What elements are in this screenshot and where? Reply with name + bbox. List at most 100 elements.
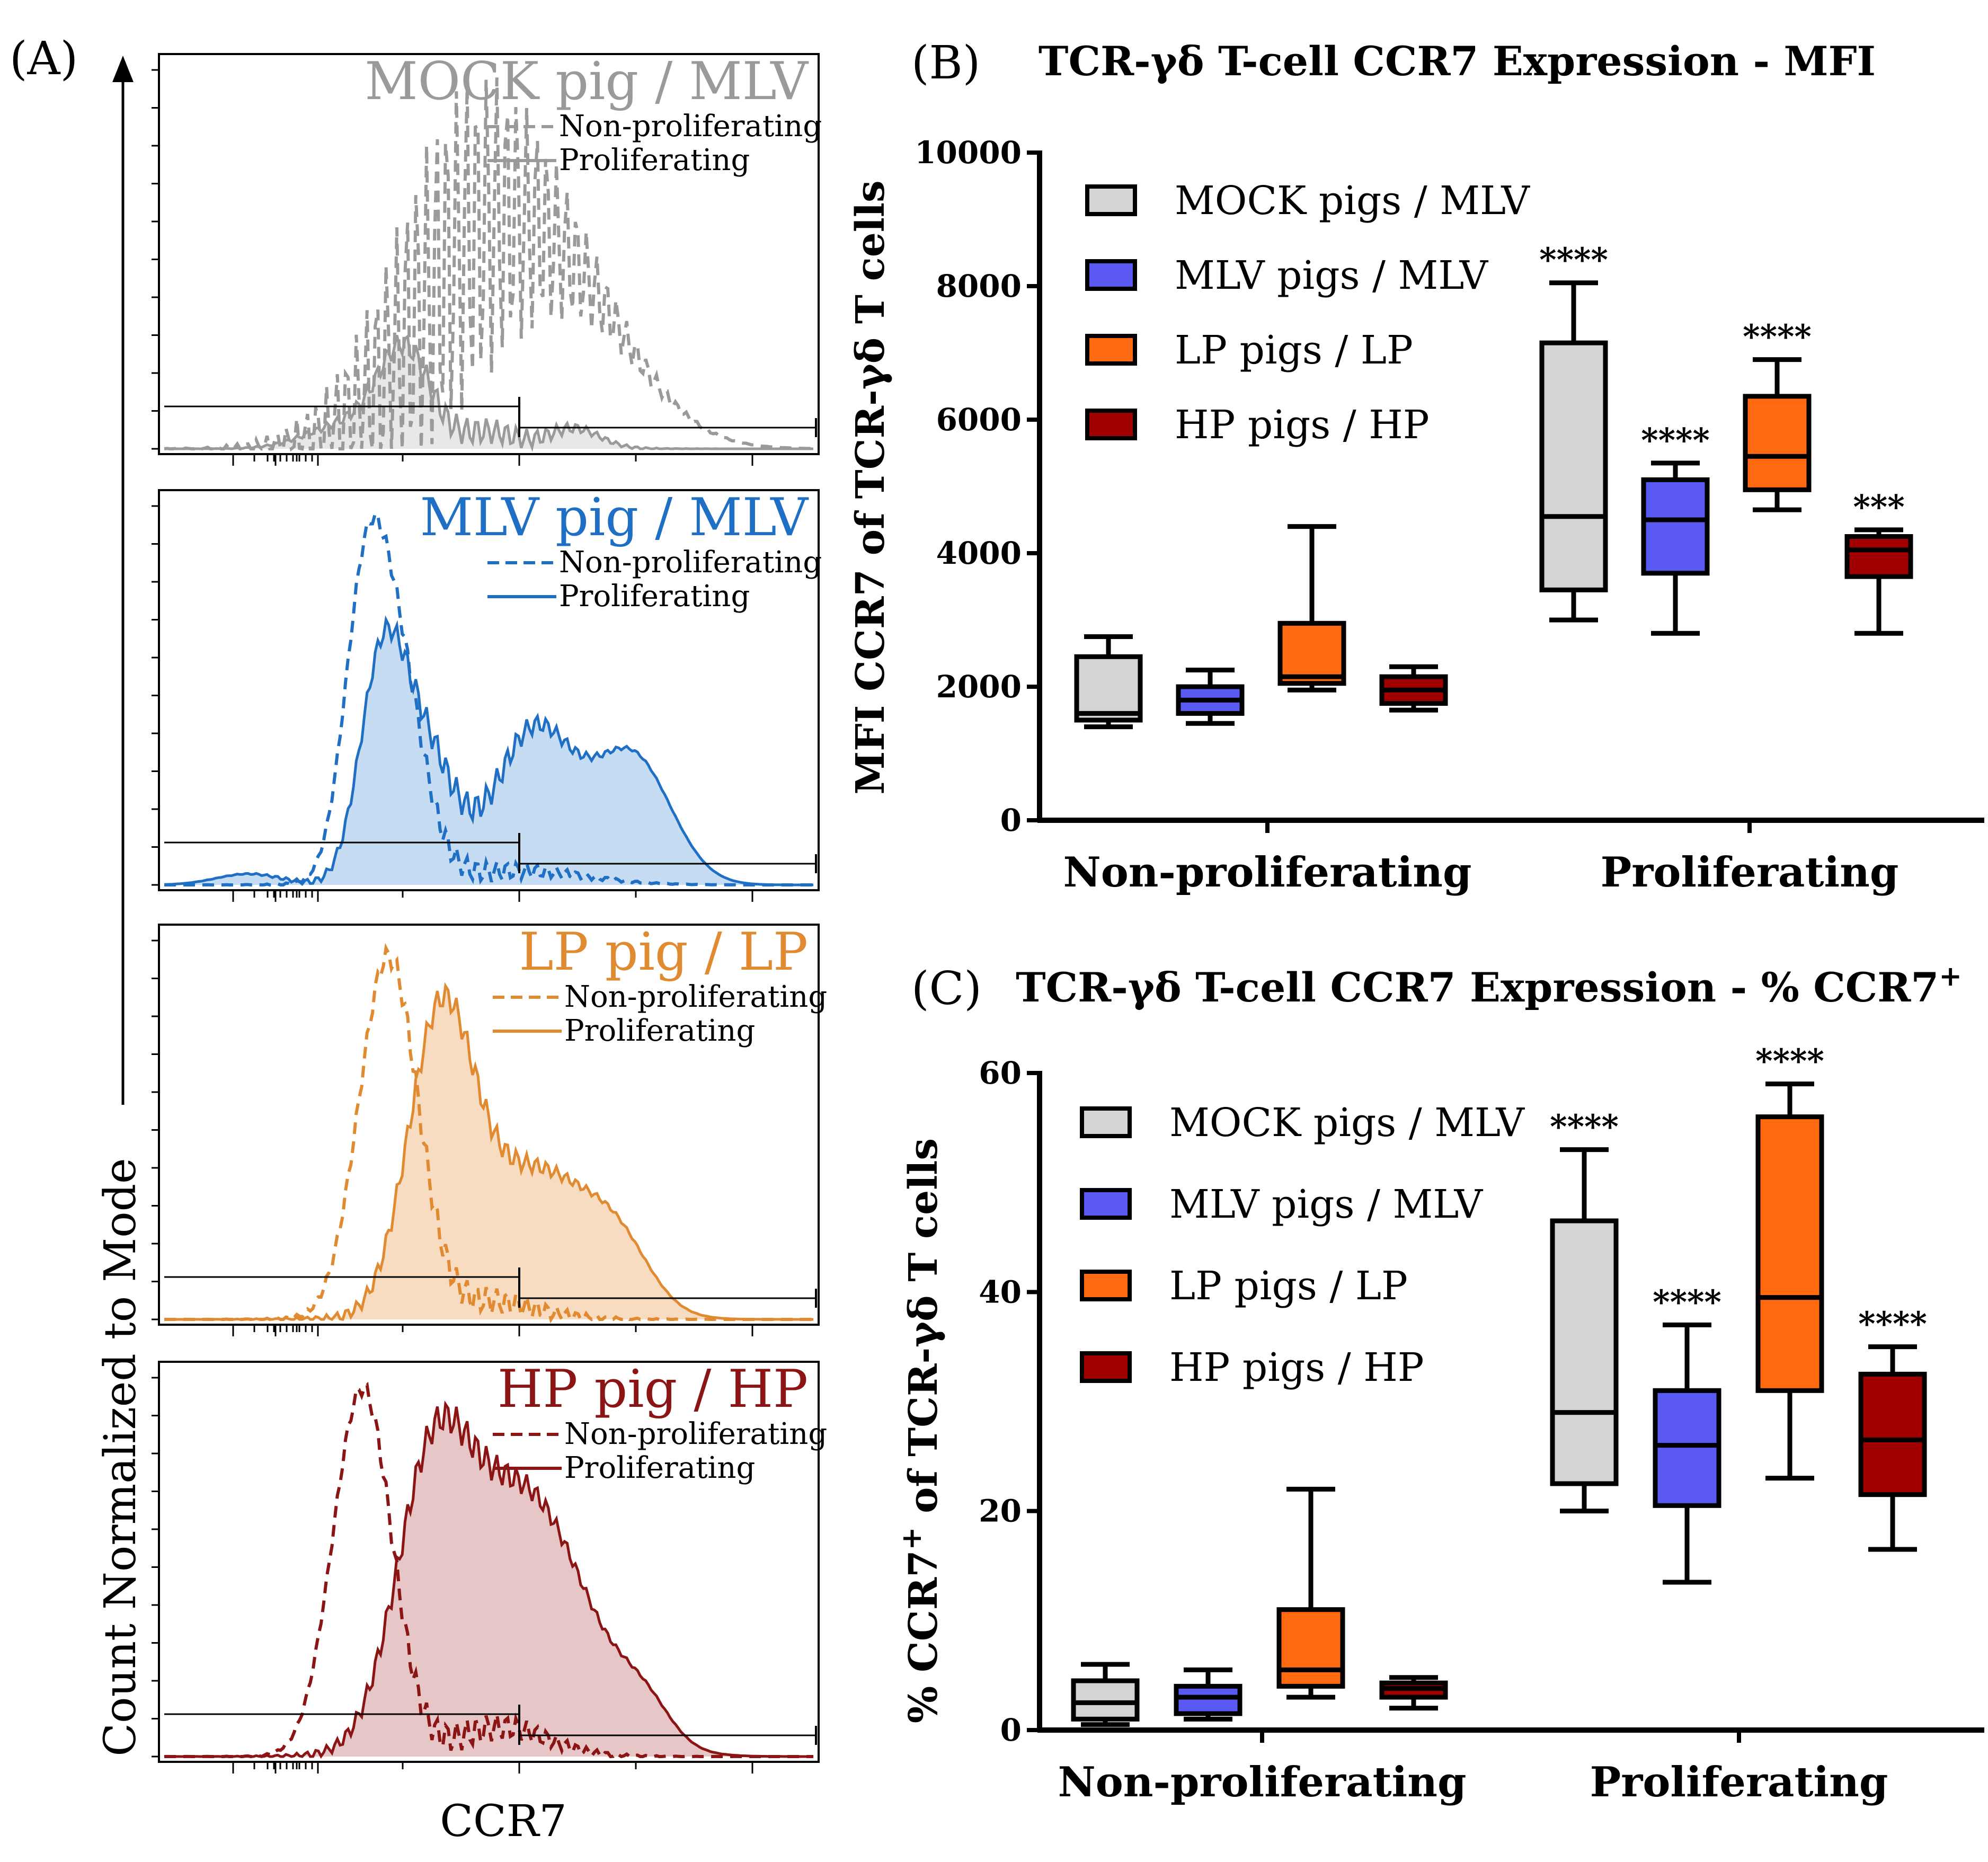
- legend-swatch: [1085, 334, 1137, 366]
- x-category-label: Non-proliferating: [1063, 848, 1471, 897]
- legend-label: MLV pigs / MLV: [1169, 1182, 1484, 1227]
- y-tick-label: 40: [979, 1274, 1022, 1310]
- panel-a-x-label: CCR7: [440, 1796, 566, 1847]
- histogram-panel-4: HP pig / HPNon-proliferatingProliferatin…: [152, 1359, 827, 1774]
- legend-nonprolif-label: Non-proliferating: [564, 1417, 827, 1451]
- x-category-label: Proliferating: [1590, 1758, 1888, 1806]
- box-mock-prolif: ****: [1550, 1107, 1619, 1514]
- box-mlv-nonprolif: [1174, 1667, 1242, 1722]
- histogram-panel-1: MOCK pig / MLVNon-proliferatingProlifera…: [152, 51, 822, 466]
- y-tick-label: 20: [979, 1493, 1022, 1529]
- proliferating-fill: [164, 619, 813, 885]
- box-iqr: [1743, 394, 1812, 492]
- x-category-label: Non-proliferating: [1058, 1758, 1466, 1806]
- box-mock-nonprolif: [1071, 1662, 1140, 1727]
- box-hp-nonprolif: [1379, 664, 1448, 713]
- legend-label: MLV pigs / MLV: [1175, 253, 1489, 298]
- legend-swatch: [1080, 1188, 1132, 1220]
- box-iqr: [1277, 620, 1346, 686]
- legend-prolif-label: Proliferating: [559, 579, 750, 614]
- y-tick-label: 8000: [936, 268, 1022, 304]
- panel-a-letter: (A): [10, 32, 78, 85]
- significance-stars: ****: [1539, 241, 1608, 279]
- box-iqr: [1641, 477, 1710, 576]
- legend-label: LP pigs / LP: [1169, 1263, 1408, 1309]
- y-tick-label: 6000: [936, 402, 1022, 438]
- non-proliferating-curve: [164, 943, 813, 1324]
- box-hp-prolif: ****: [1858, 1305, 1927, 1552]
- panel-b-title: TCR-γδ T-cell CCR7 Expression - MFI: [1039, 38, 1876, 85]
- histogram-title: HP pig / HP: [498, 1359, 808, 1420]
- y-tick-label: 0: [1000, 802, 1022, 838]
- histogram-frame: [158, 924, 820, 1326]
- box-hp-prolif: ***: [1844, 487, 1913, 636]
- box-iqr: [1550, 1218, 1619, 1486]
- box-mock-nonprolif: [1074, 634, 1143, 730]
- panel-c-ylabel-post: of TCR-γδ T cells: [901, 1138, 946, 1527]
- legend-swatch: [1085, 409, 1137, 440]
- panel-b-letter: (B): [911, 37, 980, 90]
- panel-c-y-axis-title: % CCR7+ of TCR-γδ T cells: [895, 1138, 946, 1723]
- legend-swatch: [1080, 1106, 1132, 1138]
- legend-swatch: [1080, 1270, 1132, 1301]
- proliferating-fill: [164, 986, 813, 1319]
- legend-nonprolif-label: Non-proliferating: [559, 109, 822, 144]
- panel-c-letter: (C): [911, 962, 982, 1015]
- box-iqr: [1755, 1114, 1824, 1393]
- box-mlv-prolif: ****: [1641, 421, 1710, 636]
- box-lp-prolif: ****: [1755, 1042, 1824, 1481]
- significance-stars: ****: [1755, 1042, 1824, 1080]
- y-tick-label: 2000: [936, 669, 1022, 705]
- box-chart-percent: 0 20 40 60 Non-proliferating Proliferating MOC…: [979, 1042, 1984, 1806]
- box-iqr: [1276, 1607, 1345, 1689]
- legend-label: HP pigs / HP: [1169, 1345, 1424, 1390]
- significance-stars: ****: [1653, 1282, 1721, 1321]
- legend-prolif-label: Proliferating: [559, 143, 750, 178]
- box-iqr: [1844, 534, 1913, 579]
- legend-swatch: [1080, 1351, 1132, 1383]
- legend-prolif-label: Proliferating: [564, 1014, 755, 1048]
- panel-c-title-main: TCR-γδ T-cell CCR7 Expression - % CCR7: [1016, 964, 1939, 1011]
- box-iqr: [1539, 340, 1608, 592]
- histogram-title: MOCK pig / MLV: [365, 51, 809, 112]
- y-tick-label: 10000: [915, 135, 1022, 171]
- significance-stars: ****: [1641, 421, 1710, 459]
- histogram-panels: MOCK pig / MLVNon-proliferatingProlifera…: [152, 51, 827, 1774]
- legend-swatch: [1085, 184, 1137, 216]
- significance-stars: ****: [1743, 317, 1812, 356]
- legend-label: LP pigs / LP: [1175, 327, 1413, 373]
- legend-label: MOCK pigs / MLV: [1175, 178, 1530, 224]
- x-category-label: Proliferating: [1601, 848, 1899, 897]
- box-iqr: [1071, 1678, 1140, 1722]
- box-lp-prolif: ****: [1743, 317, 1812, 512]
- panel-a-y-arrowhead: [112, 56, 134, 82]
- box-mlv-nonprolif: [1176, 668, 1245, 726]
- significance-stars: ***: [1853, 487, 1904, 526]
- histogram-panel-2: MLV pig / MLVNon-proliferatingProliferat…: [152, 487, 822, 902]
- y-tick-label: 0: [1000, 1712, 1022, 1748]
- proliferating-curve: [164, 1400, 813, 1759]
- histogram-frame: [158, 489, 820, 891]
- box-mock-prolif: ****: [1539, 241, 1608, 623]
- y-tick-label: 4000: [936, 535, 1022, 571]
- proliferating-fill: [164, 1404, 813, 1757]
- panel-a-y-label: Count Normalized to Mode: [95, 1158, 146, 1756]
- histogram-panel-3: LP pig / LPNon-proliferatingProliferatin…: [152, 922, 827, 1336]
- histogram-frame: [158, 1361, 820, 1763]
- box-lp-nonprolif: [1277, 524, 1346, 693]
- box-chart-mfi: 0 2000 4000 6000 8000 10000 Non-proliferating P…: [915, 135, 1984, 897]
- histogram-title: MLV pig / MLV: [420, 487, 810, 548]
- box-mlv-prolif: ****: [1653, 1282, 1721, 1585]
- box-hp-nonprolif: [1379, 1675, 1448, 1711]
- box-iqr: [1174, 1683, 1242, 1716]
- panel-c-title-sup: +: [1939, 960, 1962, 992]
- panel-c-ylabel-pre: % CCR7: [901, 1550, 946, 1723]
- panel-c-title: TCR-γδ T-cell CCR7 Expression - % CCR7+: [1016, 960, 1962, 1011]
- box-iqr: [1653, 1388, 1721, 1508]
- legend-prolif-label: Proliferating: [564, 1451, 755, 1485]
- box-iqr: [1074, 654, 1143, 723]
- significance-stars: ****: [1550, 1107, 1619, 1146]
- box-lp-nonprolif: [1276, 1486, 1345, 1700]
- panel-b-y-axis-title: MFI CCR7 of TCR-γδ T cells: [848, 180, 893, 794]
